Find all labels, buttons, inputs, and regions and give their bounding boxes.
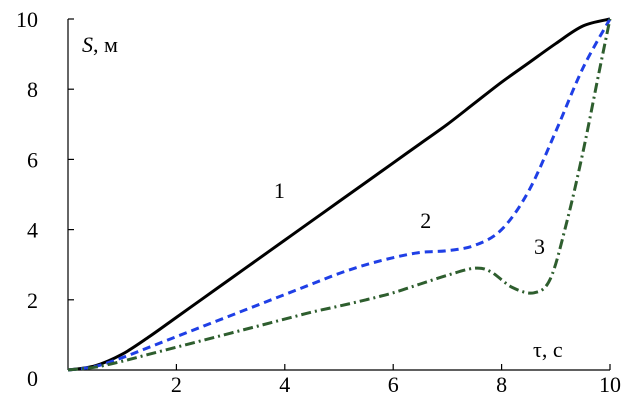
x-tick-label: 4 bbox=[279, 372, 290, 395]
series-line-1 bbox=[67, 17, 611, 372]
x-tick-label: 8 bbox=[496, 372, 507, 395]
x-tick-label: 10 bbox=[599, 372, 621, 395]
y-tick-label: 0 bbox=[27, 366, 38, 391]
x-tick-label: 6 bbox=[388, 372, 399, 395]
series-layer bbox=[67, 17, 612, 372]
tick-labels: 2 4 6 8 10 0 2 4 6 8 10 bbox=[16, 7, 621, 395]
curve-label-3: 3 bbox=[534, 234, 545, 259]
tick-marks bbox=[68, 18, 611, 370]
y-axis-label: S, м bbox=[82, 32, 118, 57]
y-tick-label: 2 bbox=[27, 288, 38, 313]
y-tick-label: 10 bbox=[16, 7, 38, 32]
axes bbox=[67, 19, 610, 371]
y-tick-label: 6 bbox=[27, 147, 38, 172]
curve-label-2: 2 bbox=[420, 208, 431, 233]
curve-labels: 1 2 3 bbox=[274, 178, 545, 259]
series-line-3 bbox=[67, 18, 612, 372]
curve-label-1: 1 bbox=[274, 178, 285, 203]
x-tick-label: 2 bbox=[171, 372, 182, 395]
x-axis-label: τ, с bbox=[533, 337, 563, 362]
series-line-2 bbox=[67, 18, 612, 372]
y-tick-label: 4 bbox=[27, 218, 38, 243]
y-tick-label: 8 bbox=[27, 77, 38, 102]
